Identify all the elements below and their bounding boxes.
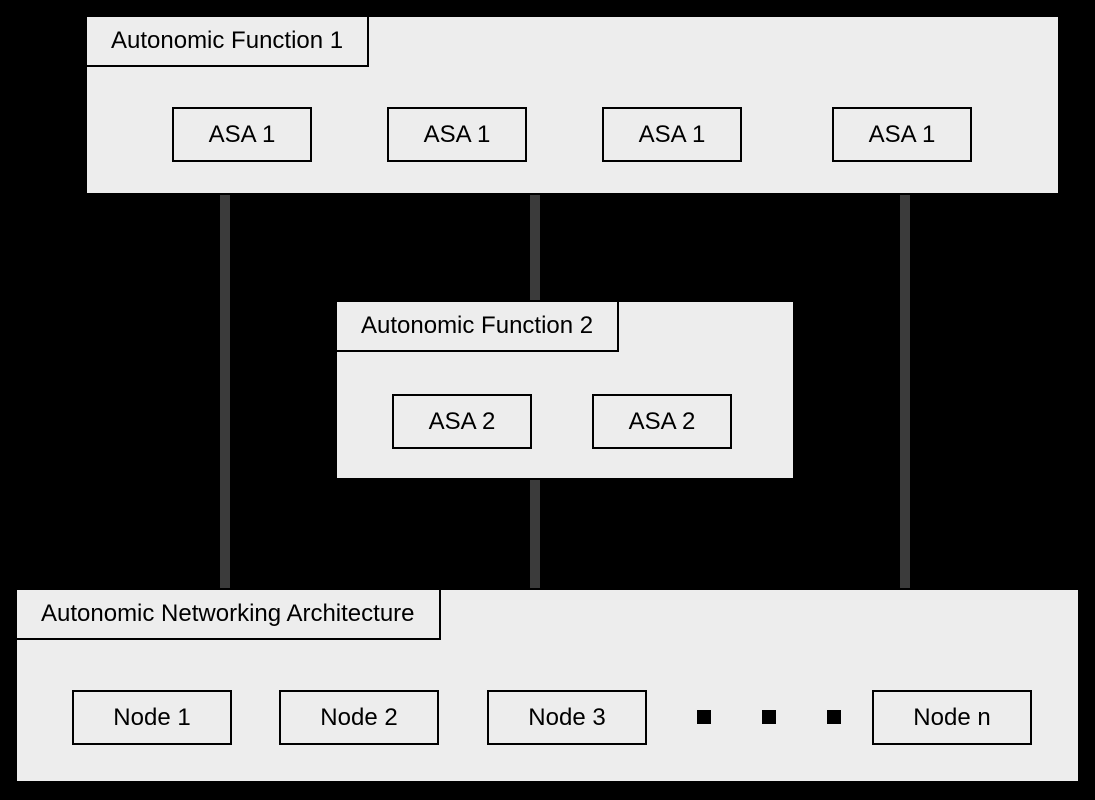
node-label-3: Node 3 <box>528 704 605 732</box>
autonomic-function-2-title: Autonomic Function 2 <box>361 312 593 339</box>
arch-title: Autonomic Networking Architecture <box>41 600 415 627</box>
autonomic-function-2: Autonomic Function 2 ASA 2 ASA 2 <box>335 300 795 480</box>
ellipsis-dot-1 <box>697 710 711 724</box>
node-label-1: Node 1 <box>113 704 190 732</box>
asa1-label-3: ASA 1 <box>639 121 706 149</box>
node-label-2: Node 2 <box>320 704 397 732</box>
asa1-box-1: ASA 1 <box>172 107 312 162</box>
asa2-label-2: ASA 2 <box>629 408 696 436</box>
node-box-1: Node 1 <box>72 690 232 745</box>
asa1-box-4: ASA 1 <box>832 107 972 162</box>
asa1-label-2: ASA 1 <box>424 121 491 149</box>
autonomic-function-1-title-tab: Autonomic Function 1 <box>85 15 369 67</box>
node-box-n: Node n <box>872 690 1032 745</box>
asa1-box-3: ASA 1 <box>602 107 742 162</box>
autonomic-function-1-title: Autonomic Function 1 <box>111 27 343 54</box>
asa1-label-4: ASA 1 <box>869 121 936 149</box>
node-label-n: Node n <box>913 704 990 732</box>
asa2-box-2: ASA 2 <box>592 394 732 449</box>
asa1-label-1: ASA 1 <box>209 121 276 149</box>
asa2-box-1: ASA 2 <box>392 394 532 449</box>
node-box-3: Node 3 <box>487 690 647 745</box>
node-box-2: Node 2 <box>279 690 439 745</box>
autonomic-function-2-title-tab: Autonomic Function 2 <box>335 300 619 352</box>
asa2-label-1: ASA 2 <box>429 408 496 436</box>
asa1-box-2: ASA 1 <box>387 107 527 162</box>
ellipsis-dot-2 <box>762 710 776 724</box>
arch-title-tab: Autonomic Networking Architecture <box>15 588 441 640</box>
connector-right <box>900 190 910 590</box>
autonomic-function-1: Autonomic Function 1 ASA 1 ASA 1 ASA 1 A… <box>85 15 1060 195</box>
connector-left <box>220 190 230 590</box>
autonomic-networking-architecture: Autonomic Networking Architecture Node 1… <box>15 588 1080 783</box>
ellipsis-dot-3 <box>827 710 841 724</box>
